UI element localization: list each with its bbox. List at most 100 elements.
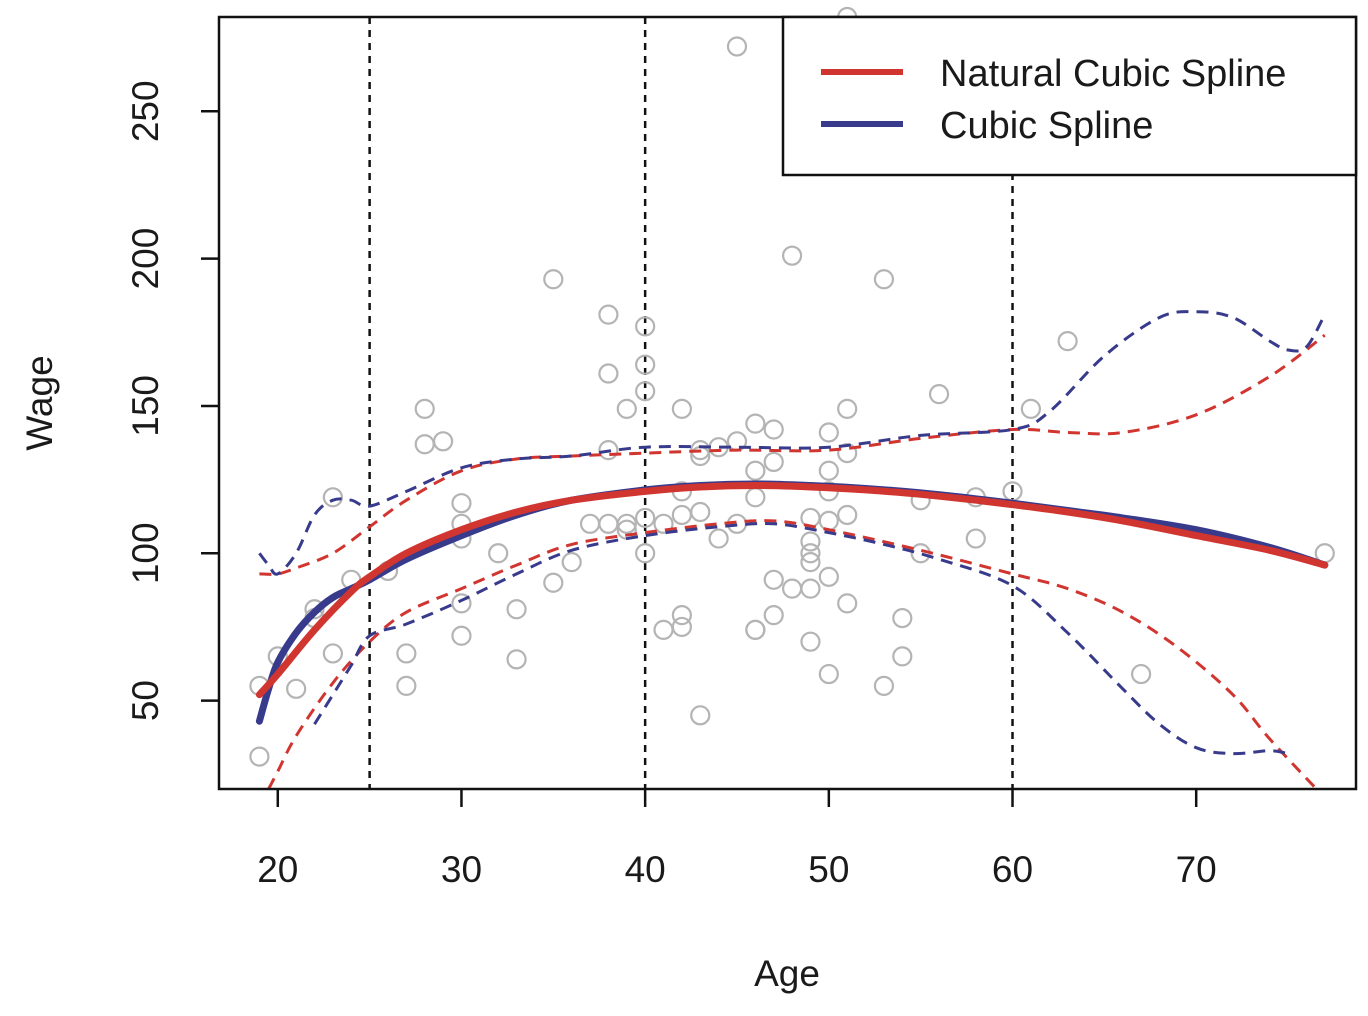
x-tick-label: 20 [257, 849, 298, 890]
legend-label-cubic-spline: Cubic Spline [940, 105, 1153, 147]
series-natural-cubic-spline-lower-band [267, 519, 1319, 789]
legend-label-natural-cubic-spline: Natural Cubic Spline [940, 53, 1286, 95]
data-point [818, 422, 839, 443]
data-point [322, 487, 343, 508]
data-point [1057, 331, 1078, 352]
data-point [635, 507, 656, 529]
data-point [965, 528, 986, 549]
data-point [635, 316, 656, 337]
data-point [671, 605, 692, 626]
y-axis-title: Wage [19, 355, 60, 450]
data-point [304, 599, 325, 620]
data-point [690, 705, 711, 726]
data-point [396, 643, 417, 664]
data-point [873, 675, 895, 696]
data-point [1130, 663, 1152, 685]
data-point [763, 605, 784, 626]
data-point [818, 566, 839, 587]
data-point [928, 384, 950, 405]
data-point [800, 531, 821, 552]
data-point [763, 419, 784, 440]
x-tick-label: 70 [1176, 849, 1217, 890]
legend: Natural Cubic Spline Cubic Spline [781, 15, 1358, 177]
data-point [635, 354, 656, 375]
y-tick-label: 50 [125, 680, 166, 721]
data-point [781, 245, 803, 266]
data-point [579, 513, 601, 534]
data-point [396, 675, 417, 696]
y-axis: 50 100 150 200 250 [125, 80, 219, 721]
data-point [892, 607, 913, 629]
data-point [635, 543, 656, 564]
y-tick-label: 200 [125, 228, 166, 290]
data-point [763, 451, 784, 473]
x-tick-label: 40 [625, 849, 666, 890]
data-point [726, 36, 748, 57]
data-point [249, 746, 270, 767]
data-point [1020, 398, 1041, 419]
data-point [322, 643, 343, 664]
data-point [800, 578, 821, 599]
x-axis-title: Age [754, 953, 820, 994]
series-cubic-spline [255, 480, 1329, 725]
x-tick-label: 60 [992, 849, 1033, 890]
data-point [745, 619, 766, 640]
y-tick-label: 150 [125, 375, 166, 437]
data-point [837, 398, 858, 419]
data-point [432, 431, 454, 452]
data-point [818, 510, 839, 531]
data-point [800, 631, 821, 652]
data-point [671, 616, 692, 638]
data-point [653, 513, 674, 534]
data-point [763, 569, 784, 590]
data-point [488, 543, 509, 564]
series-cubic-spline-lower-band [313, 522, 1289, 756]
data-point [598, 513, 619, 534]
data-point [671, 504, 692, 526]
data-point [506, 649, 527, 670]
series-natural-cubic-spline-upper-band [259, 334, 1326, 576]
data-point [616, 398, 637, 419]
legend-box [781, 15, 1358, 177]
data-point [451, 625, 472, 646]
data-point [451, 593, 472, 614]
data-point [671, 398, 692, 419]
data-point [451, 493, 472, 514]
data-point [708, 528, 729, 549]
data-point [892, 646, 913, 667]
data-point [745, 460, 766, 481]
data-point [818, 663, 839, 685]
data-point [414, 434, 435, 455]
data-point [506, 599, 527, 620]
data-point [745, 487, 766, 508]
x-tick-label: 30 [441, 849, 482, 890]
data-point [818, 460, 839, 481]
spline-series [255, 310, 1329, 789]
data-point [837, 593, 858, 614]
series-cubic-spline-upper-band [258, 310, 1327, 576]
data-point [873, 269, 895, 290]
y-tick-label: 250 [125, 80, 166, 142]
data-point [598, 304, 619, 325]
data-point [598, 440, 619, 461]
data-point [286, 678, 307, 699]
data-point [781, 578, 803, 599]
data-point [414, 398, 435, 419]
series-natural-cubic-spline [255, 482, 1329, 699]
knot-lines [368, 17, 1014, 789]
data-point [800, 552, 821, 573]
x-axis: 20 30 40 50 60 70 [257, 789, 1217, 890]
data-point [616, 513, 637, 534]
data-point [543, 572, 564, 593]
data-point [653, 619, 674, 640]
data-point [635, 381, 656, 402]
data-point [690, 501, 711, 523]
data-point [837, 504, 858, 526]
y-tick-label: 100 [125, 522, 166, 584]
data-point [543, 269, 564, 290]
x-tick-label: 50 [808, 849, 849, 890]
data-point [561, 552, 582, 573]
data-point [745, 413, 766, 434]
data-point [598, 363, 619, 384]
